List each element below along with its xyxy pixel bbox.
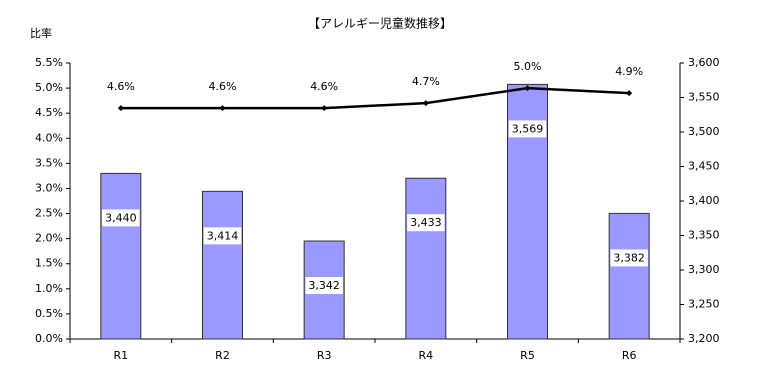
y-axis-label: 比率 (30, 26, 52, 40)
data-label-box (508, 120, 547, 138)
y2-tick-label: 3,600 (688, 56, 720, 69)
data-label-box (205, 78, 240, 96)
line-marker (422, 100, 429, 107)
y2-tick-label: 3,250 (688, 298, 720, 311)
y-tick-label: 3.5% (35, 156, 63, 169)
x-tick-label: R6 (622, 349, 637, 362)
data-label: 5.0% (514, 60, 542, 73)
y-tick-label: 3.0% (35, 181, 63, 194)
line-marker (524, 85, 531, 92)
y-tick-label: 5.0% (35, 81, 63, 94)
data-label: 4.6% (107, 80, 135, 93)
data-label-box (307, 78, 342, 96)
y-tick-label: 2.0% (35, 232, 63, 245)
y-tick-label: 2.5% (35, 207, 63, 220)
bar (405, 177, 447, 340)
y2-tick-label: 3,400 (688, 194, 720, 207)
y-tick-label: 4.5% (35, 106, 63, 119)
data-label: 3,382 (613, 251, 645, 264)
line (120, 86, 630, 110)
y2-tick-label: 3,200 (688, 332, 720, 345)
data-label-box (610, 249, 648, 267)
line-marker (219, 105, 226, 112)
data-label-box (103, 78, 138, 96)
y-tick-label: 0.5% (35, 307, 63, 320)
data-label: 3,569 (512, 122, 544, 135)
data-label: 4.7% (412, 75, 440, 88)
y-tick-label: 5.5% (35, 56, 63, 69)
x-tick-label: R2 (215, 349, 230, 362)
data-label-box (203, 227, 242, 245)
y2-tick-label: 3,450 (688, 160, 720, 173)
data-label: 3,433 (410, 216, 442, 229)
data-label: 3,414 (207, 229, 239, 242)
data-label: 4.9% (615, 65, 643, 78)
data-label: 3,440 (105, 211, 137, 224)
data-label: 4.6% (310, 80, 338, 93)
data-label: 4.6% (209, 80, 237, 93)
bar (100, 172, 142, 340)
line-marker (626, 90, 633, 97)
data-label-box (408, 73, 443, 91)
y2-tick-label: 3,300 (688, 263, 720, 276)
data-label-box (102, 209, 140, 227)
bar (202, 190, 243, 340)
y2-tick-label: 3,500 (688, 125, 720, 138)
bar (608, 212, 650, 340)
x-tick-label: R4 (419, 349, 434, 362)
x-tick-label: R5 (520, 349, 535, 362)
y-tick-label: 4.0% (35, 131, 63, 144)
data-label-box (407, 214, 445, 232)
data-label-box (612, 63, 647, 81)
x-tick-label: R3 (317, 349, 332, 362)
y-tick-label: 1.0% (35, 282, 63, 295)
line-marker (117, 105, 124, 112)
line-marker (321, 105, 328, 112)
y-tick-label: 1.5% (35, 257, 63, 270)
y2-tick-label: 3,350 (688, 229, 720, 242)
data-label-box (305, 277, 343, 295)
data-label: 3,342 (308, 279, 340, 292)
chart-title: 【アレルギー児童数推移】 (308, 16, 452, 31)
y2-tick-label: 3,550 (688, 91, 720, 104)
x-tick-label: R1 (114, 349, 129, 362)
y-tick-label: 0.0% (35, 332, 63, 345)
data-label-box (510, 58, 545, 76)
